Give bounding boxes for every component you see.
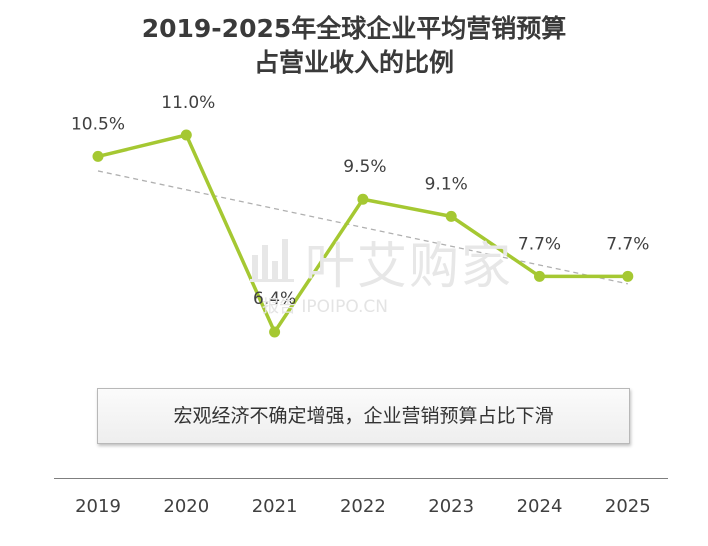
data-label: 6.4% <box>253 289 296 309</box>
data-point <box>534 270 545 282</box>
x-tick-label: 2024 <box>516 496 563 517</box>
data-point <box>357 193 369 205</box>
x-tick-label: 2021 <box>251 496 298 517</box>
callout-box: 宏观经济不确定增强，企业营销预算占比下滑 <box>97 388 630 444</box>
callout-text: 宏观经济不确定增强，企业营销预算占比下滑 <box>173 405 554 427</box>
x-tick-label: 2025 <box>604 496 651 517</box>
x-tick-label: 2019 <box>75 496 121 517</box>
data-point <box>269 326 281 338</box>
data-label: 7.7% <box>518 234 561 254</box>
data-label: 9.5% <box>343 157 386 177</box>
data-point <box>445 210 457 222</box>
chart-title-line1: 2019-2025年全球企业平均营销预算 <box>141 14 567 43</box>
data-label: 11.0% <box>161 93 215 113</box>
x-tick-label: 2020 <box>163 496 210 517</box>
data-label: 7.7% <box>606 234 649 254</box>
x-axis-line <box>54 478 668 479</box>
data-label: 9.1% <box>425 174 468 194</box>
trendline <box>97 170 628 285</box>
data-point <box>92 150 104 162</box>
x-tick-label: 2022 <box>339 496 386 517</box>
x-tick-label: 2023 <box>428 496 475 517</box>
data-label: 10.5% <box>71 114 125 134</box>
data-point <box>180 129 192 141</box>
chart-title-line2: 占营业收入的比例 <box>253 48 454 77</box>
chart-title: 2019-2025年全球企业平均营销预算 占营业收入的比例 <box>0 12 708 80</box>
data-point <box>622 270 634 282</box>
